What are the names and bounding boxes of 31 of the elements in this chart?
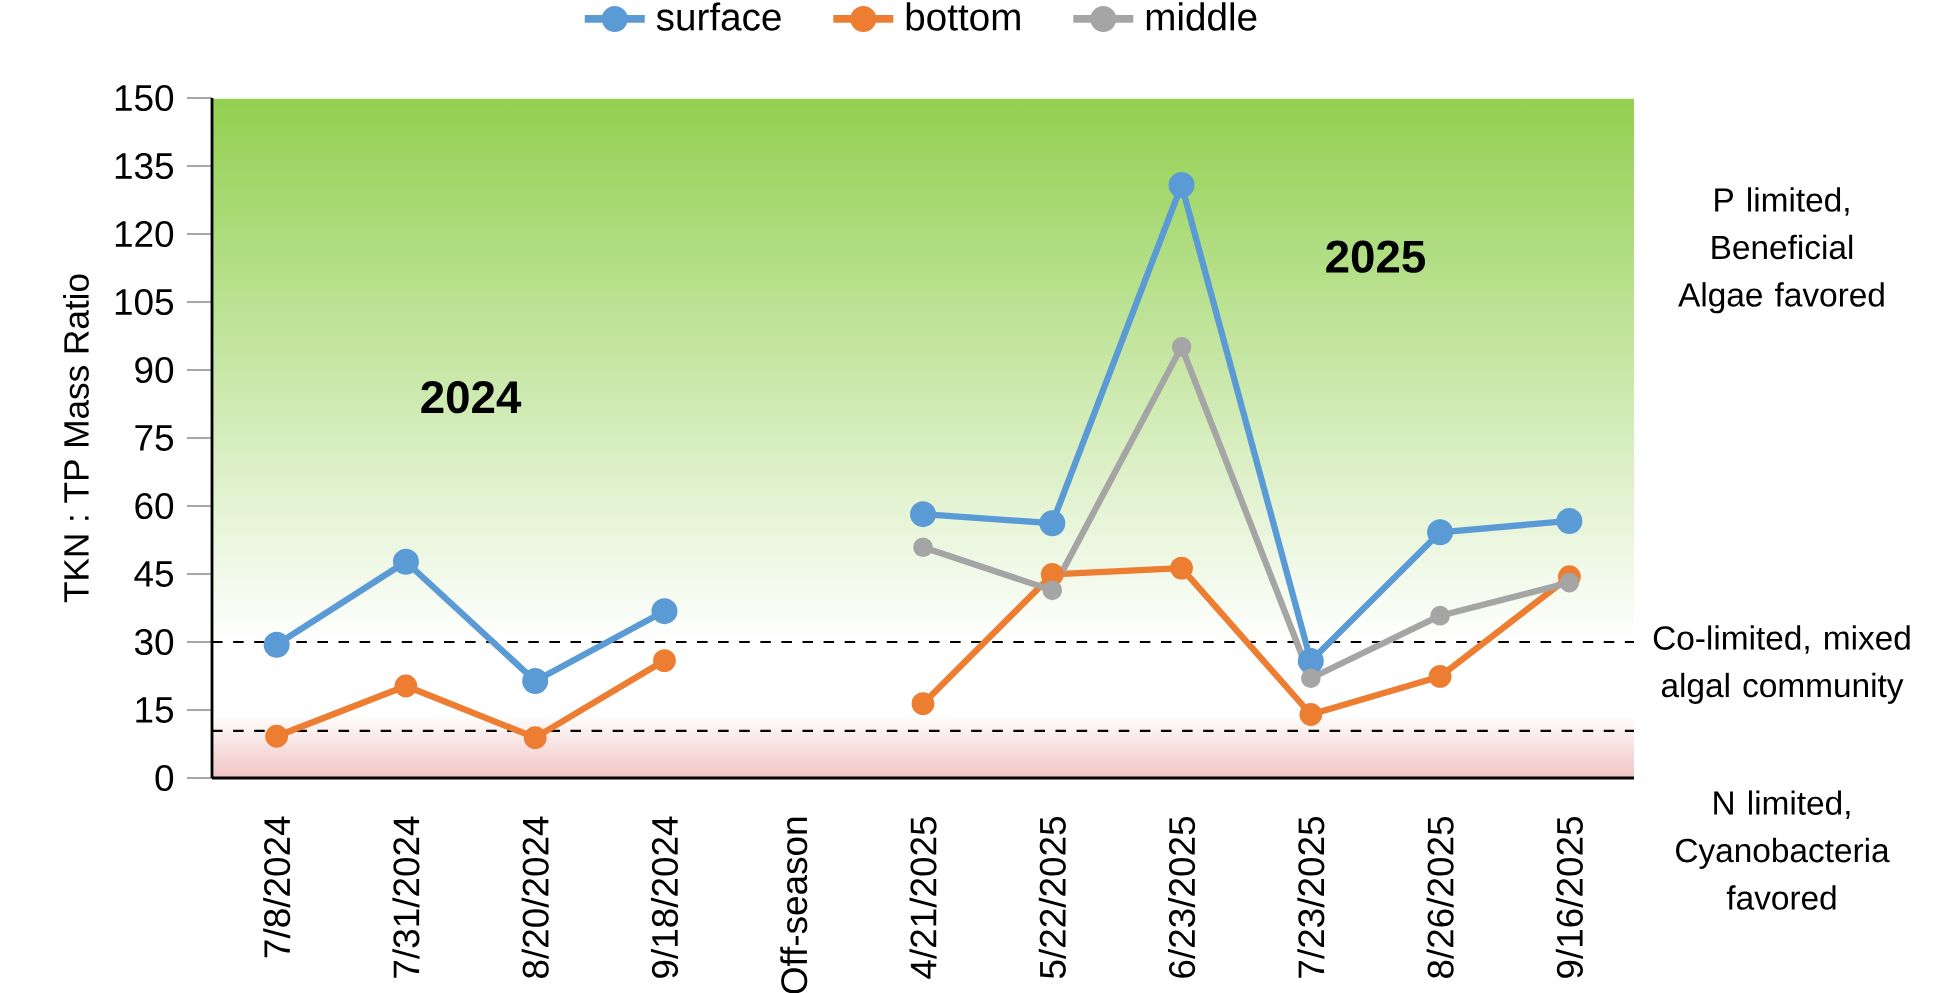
x-tick-label: 5/22/2025 (1038, 817, 1066, 979)
x-tick-label: 7/23/2025 (1297, 817, 1325, 978)
y-tick-label: 135 (115, 152, 174, 180)
legend-label: surface (656, 2, 781, 31)
legend-label: bottom (906, 2, 1020, 31)
band-label: N limited, Cyanobacteria favored (1676, 790, 1890, 910)
y-tick-label: 105 (115, 288, 174, 316)
x-tick-label: 6/23/2025 (1168, 817, 1196, 978)
x-tick-label: Off-season (780, 817, 808, 993)
y-tick-label: 120 (115, 220, 174, 248)
y-tick-label: 75 (135, 425, 174, 451)
legend-label: middle (1146, 2, 1257, 31)
x-tick-label: 7/31/2024 (392, 816, 420, 978)
y-tick-label: 150 (115, 84, 174, 112)
ref-line-label: Co-limited, mixed algal community (1653, 625, 1910, 704)
y-tick-label: 30 (134, 628, 174, 656)
annotation: 2025 (1326, 240, 1425, 273)
y-tick-label: 90 (135, 356, 174, 384)
band-label: P limited, Beneficial Algae favored (1678, 187, 1884, 314)
x-tick-label: 8/20/2024 (521, 816, 549, 978)
y-tick-label: 15 (136, 697, 174, 723)
x-tick-label: 9/16/2025 (1555, 817, 1583, 978)
x-tick-label: 9/18/2024 (650, 816, 679, 978)
y-tick-label: 0 (155, 764, 174, 792)
x-tick-label: 7/8/2024 (263, 816, 291, 958)
annotation: 2024 (421, 381, 522, 414)
y-tick-label: 45 (134, 561, 174, 587)
y-axis-title: TKN : TP Mass Ratio (63, 274, 89, 603)
x-tick-label: 4/21/2025 (909, 817, 937, 979)
y-tick-label: 60 (135, 492, 174, 520)
x-tick-label: 8/26/2025 (1426, 817, 1454, 978)
